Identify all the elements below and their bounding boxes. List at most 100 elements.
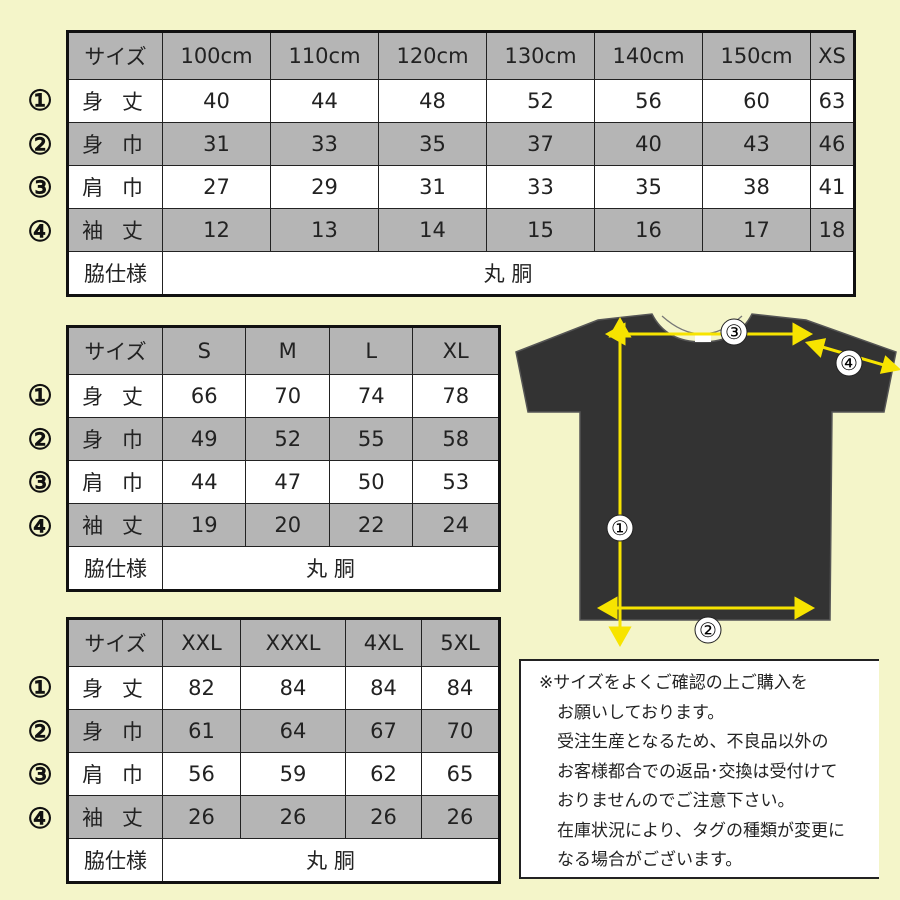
- size-header: 4XL: [344, 618, 423, 667]
- circled-number-1: ①: [27, 84, 53, 117]
- side-value: 丸 胴: [162, 546, 500, 591]
- size-header: 120cm: [378, 31, 487, 80]
- cell-value: 84: [239, 666, 347, 710]
- cell-value: 60: [702, 79, 811, 123]
- marker-length: ①: [611, 516, 629, 540]
- cell-value: 27: [162, 165, 271, 209]
- cell-value: 56: [594, 79, 703, 123]
- size-header: 130cm: [486, 31, 595, 80]
- measurement-arrows: [596, 316, 900, 648]
- cell-value: 37: [486, 122, 595, 166]
- size-table-adult: サイズ S M L XL 身 丈 66 70 74 78 身 巾 49 52 55 58 肩 巾 44 47 50 5…: [66, 325, 501, 592]
- row-label: 身 巾: [67, 417, 163, 461]
- row-width: 身 巾 61 64 67 70: [67, 709, 500, 753]
- row-side: 脇仕様丸 胴: [67, 251, 855, 296]
- row-label: サイズ: [67, 618, 163, 667]
- cell-value: 49: [161, 417, 247, 461]
- cell-value: 16: [594, 208, 703, 252]
- row-label: 肩 巾: [67, 752, 163, 796]
- size-table-large: サイズ XXL XXXL 4XL 5XL 身 丈 82 84 84 84 身 巾 61 64 67 70 肩 …: [66, 617, 501, 884]
- cell-value: 52: [486, 79, 595, 123]
- tag-icon: [695, 334, 711, 342]
- row-width: 身 巾 49 52 55 58: [67, 417, 500, 461]
- marker-sleeve: ④: [840, 351, 858, 375]
- cell-value: 62: [344, 752, 423, 796]
- cell-value: 50: [328, 460, 414, 504]
- marker-width: ②: [699, 618, 717, 642]
- row-label: 身 丈: [67, 666, 163, 710]
- cell-value: 74: [328, 374, 414, 418]
- note-line: 受注生産となるため、不良品以外の: [557, 732, 829, 752]
- cell-value: 48: [378, 79, 487, 123]
- side-value: 丸 胴: [162, 838, 500, 883]
- row-sleeve: 袖 丈 26 26 26 26: [67, 795, 500, 839]
- cell-value: 44: [161, 460, 247, 504]
- cell-value: 82: [162, 666, 241, 710]
- row-label: 袖 丈: [67, 503, 163, 547]
- cell-value: 53: [412, 460, 500, 504]
- cell-value: 24: [412, 503, 500, 547]
- row-label: 肩 巾: [67, 165, 163, 209]
- cell-value: 22: [328, 503, 414, 547]
- circled-number-1: ①: [27, 671, 53, 704]
- size-header: 110cm: [270, 31, 379, 80]
- cell-value: 35: [594, 165, 703, 209]
- cell-value: 15: [486, 208, 595, 252]
- size-header: 100cm: [162, 31, 271, 80]
- row-label: 脇仕様: [67, 546, 163, 591]
- cell-value: 26: [344, 795, 423, 839]
- cell-value: 64: [239, 709, 347, 753]
- size-header: 150cm: [702, 31, 811, 80]
- cell-value: 66: [161, 374, 247, 418]
- row-label: 袖 丈: [67, 208, 163, 252]
- cell-value: 12: [162, 208, 271, 252]
- row-label: サイズ: [67, 326, 163, 375]
- circled-number-2: ②: [27, 422, 53, 456]
- note-line: お願いしております。: [557, 702, 725, 723]
- cell-value: 38: [702, 165, 811, 209]
- tshirt-diagram: ③ ④ ① ②: [515, 313, 900, 648]
- size-header: S: [161, 326, 247, 375]
- row-width: 身 巾 31 33 35 37 40 43 46: [67, 122, 855, 166]
- cell-value: 33: [270, 122, 379, 166]
- row-length: 身 丈 82 84 84 84: [67, 666, 500, 710]
- cell-value: 43: [702, 122, 811, 166]
- tshirt-shape: [515, 313, 897, 621]
- row-label: 身 丈: [67, 374, 163, 418]
- row-side: 脇仕様丸 胴: [67, 838, 500, 883]
- cell-value: 44: [270, 79, 379, 123]
- row-label: 脇仕様: [67, 838, 163, 883]
- row-size: サイズ XXL XXXL 4XL 5XL: [67, 618, 500, 667]
- side-value: 丸 胴: [162, 251, 855, 296]
- row-size: サイズ S M L XL: [67, 326, 500, 375]
- cell-value: 26: [239, 795, 347, 839]
- cell-value: 29: [270, 165, 379, 209]
- row-label: 袖 丈: [67, 795, 163, 839]
- size-header: XL: [412, 326, 500, 375]
- cell-value: 70: [421, 709, 500, 753]
- row-label: サイズ: [67, 31, 163, 80]
- row-label: 身 巾: [67, 122, 163, 166]
- cell-value: 41: [810, 165, 855, 209]
- cell-value: 13: [270, 208, 379, 252]
- cell-value: 55: [328, 417, 414, 461]
- cell-value: 56: [162, 752, 241, 796]
- notes-box: ※サイズをよくご確認の上ご購入を お願いしております。 受注生産となるため、不良…: [519, 659, 879, 879]
- cell-value: 26: [162, 795, 241, 839]
- cell-value: 61: [162, 709, 241, 753]
- cell-value: 40: [594, 122, 703, 166]
- size-table-kids: サイズ 100cm 110cm 120cm 130cm 140cm 150cm XS 身 丈 40…: [66, 30, 856, 297]
- cell-value: 31: [162, 122, 271, 166]
- row-label: 肩 巾: [67, 460, 163, 504]
- row-sleeve: 袖 丈 12 13 14 15 16 17 18: [67, 208, 855, 252]
- row-side: 脇仕様丸 胴: [67, 546, 500, 591]
- cell-value: 46: [810, 122, 855, 166]
- circled-number-4: ④: [27, 214, 53, 248]
- row-sleeve: 袖 丈 19 20 22 24: [67, 503, 500, 547]
- cell-value: 17: [702, 208, 811, 252]
- row-label: 身 丈: [67, 79, 163, 123]
- cell-value: 18: [810, 208, 855, 252]
- cell-value: 67: [344, 709, 423, 753]
- size-header: 140cm: [594, 31, 703, 80]
- cell-value: 78: [412, 374, 500, 418]
